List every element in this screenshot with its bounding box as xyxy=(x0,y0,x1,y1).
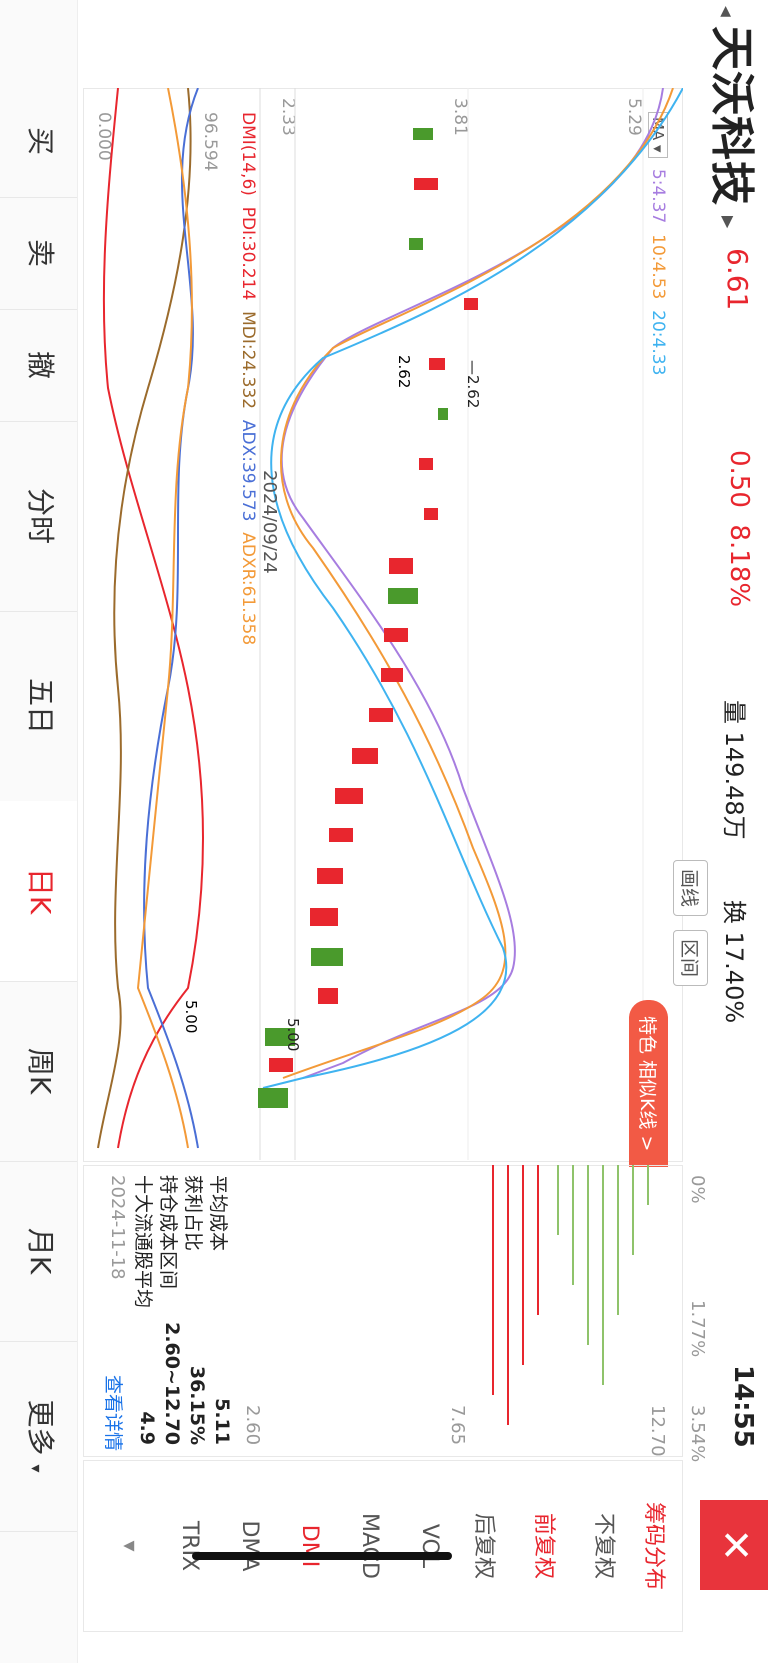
avg-cost-row: 平均成本 5.11 xyxy=(206,1175,233,1445)
home-indicator xyxy=(192,1552,452,1560)
tab-weekly-k[interactable]: 周K xyxy=(0,981,77,1162)
change-amount: 0.50 xyxy=(724,450,754,508)
tab-monthly-k[interactable]: 月K xyxy=(0,1161,77,1342)
volume-value: 149.48万 xyxy=(720,731,748,840)
turnover-value: 17.40% xyxy=(720,931,748,1024)
top10-avg-row[interactable]: 十大流通股平均 4.9 xyxy=(131,1175,158,1445)
chip-axis-price-mid: 7.65 xyxy=(447,1405,468,1446)
menu-trix[interactable]: TRIX xyxy=(177,1520,202,1572)
next-stock-icon[interactable]: ▶ xyxy=(719,216,738,229)
tab-more-caret-icon: ▾ xyxy=(27,1464,46,1473)
tab-buy[interactable]: 买 xyxy=(0,85,77,198)
change-percent: 8.18% xyxy=(724,524,754,608)
dmi-adx: ADX:39.573 xyxy=(238,419,258,522)
tab-five-day[interactable]: 五日 xyxy=(0,611,77,802)
dmi-pdi: PDI:30.214 xyxy=(238,206,258,301)
close-button[interactable]: ✕ xyxy=(700,1500,768,1590)
range-button[interactable]: 区间 xyxy=(673,930,708,987)
bottom-tab-bar: 买 卖 撤 分时 五日 日K 周K 月K 更多 ▾ xyxy=(0,0,78,1663)
chip-axis-pct-1: 1.77% xyxy=(687,1300,708,1358)
low-price-label: 2.62 xyxy=(395,355,413,389)
view-details-link[interactable]: 查看详情 xyxy=(102,1375,124,1452)
cost-range-label: 持仓成本区间 xyxy=(157,1175,179,1290)
candles xyxy=(258,128,478,1108)
dmi-adxr: ADXR:61.358 xyxy=(238,532,258,646)
menu-dma[interactable]: DMA xyxy=(237,1520,262,1572)
tab-more[interactable]: 更多 ▾ xyxy=(0,1341,77,1532)
tab-daily-k[interactable]: 日K xyxy=(0,801,77,982)
chip-date: 2024-11-18 xyxy=(107,1175,128,1280)
indicator-menu: 筹码分布 不复权 前复权 后复权 VOL MACD DMI DMA TRIX ▾ xyxy=(83,1460,683,1632)
profit-ratio-label: 获利占比 xyxy=(182,1175,204,1252)
menu-macd[interactable]: MACD xyxy=(357,1513,382,1579)
menu-dmi[interactable]: DMI xyxy=(297,1524,322,1568)
dmi-name: DMI(14,6) xyxy=(238,112,258,196)
cost-range-row: 持仓成本区间 2.60~12.70 xyxy=(156,1175,183,1445)
close-icon: ✕ xyxy=(712,1528,758,1562)
draw-line-button[interactable]: 画线 xyxy=(673,860,708,917)
menu-no-adjust[interactable]: 不复权 xyxy=(591,1512,616,1579)
prev-stock-icon[interactable]: ◀ xyxy=(718,6,734,17)
tab-more-label: 更多 xyxy=(24,1399,57,1456)
menu-forward-adjust[interactable]: 前复权 xyxy=(531,1512,556,1579)
similar-kline-button[interactable]: 特色 相似K线 > xyxy=(629,1000,668,1168)
chip-distribution-title[interactable]: 筹码分布 xyxy=(641,1501,666,1590)
turnover: 换 17.40% xyxy=(719,900,754,1023)
tab-sell[interactable]: 卖 xyxy=(0,197,77,310)
menu-vol[interactable]: VOL xyxy=(417,1523,442,1569)
kline-svg: —2.62 5.00 xyxy=(258,88,683,1160)
dmi-legend: DMI(14,6) PDI:30.214 MDI:24.332 ADX:39.5… xyxy=(238,112,258,645)
stock-name[interactable]: 天沃科技 xyxy=(706,26,757,206)
current-price: 6.61 xyxy=(721,248,754,311)
volume-label: 量 xyxy=(720,700,748,724)
svg-text:—2.62: —2.62 xyxy=(464,360,482,408)
svg-text:5.00: 5.00 xyxy=(284,1018,302,1051)
menu-backward-adjust[interactable]: 后复权 xyxy=(471,1512,496,1579)
avg-cost-label: 平均成本 xyxy=(207,1175,229,1252)
chip-axis-price-top: 12.70 xyxy=(647,1405,668,1457)
top10-avg-value: 4.9 xyxy=(136,1411,158,1445)
chip-axis-pct-0: 0% xyxy=(687,1175,708,1204)
profit-ratio-value: 36.15% xyxy=(186,1365,208,1445)
clock: 14:55 xyxy=(728,1365,758,1448)
chip-axis-price-bottom: 2.60 xyxy=(242,1405,263,1446)
turnover-label: 换 xyxy=(720,900,748,924)
dmi-svg xyxy=(97,88,204,1149)
dmi-mdi: MDI:24.332 xyxy=(238,311,258,410)
date-marker: 2024/09/24 xyxy=(259,470,280,574)
volume: 量 149.48万 xyxy=(719,700,754,840)
tab-cancel[interactable]: 撤 xyxy=(0,309,77,422)
chip-bars xyxy=(492,1165,649,1425)
profit-ratio-row: 获利占比 36.15% xyxy=(181,1175,208,1445)
tab-intraday[interactable]: 分时 xyxy=(0,421,77,612)
chip-axis-pct-2: 3.54% xyxy=(687,1405,708,1463)
avg-cost-value: 5.11 xyxy=(211,1398,233,1445)
cost-range-value: 2.60~12.70 xyxy=(161,1322,183,1445)
top10-avg-label: 十大流通股平均 xyxy=(132,1175,154,1309)
price-change: 0.50 8.18% xyxy=(724,450,754,607)
menu-more-icon[interactable]: ▾ xyxy=(117,1540,142,1552)
